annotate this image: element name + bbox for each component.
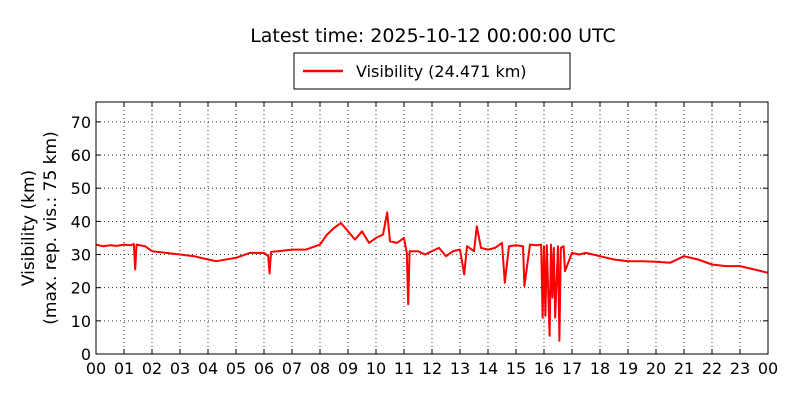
x-tick-label: 20	[646, 359, 666, 378]
x-tick-label: 14	[478, 359, 498, 378]
legend-label: Visibility (24.471 km)	[356, 62, 527, 81]
x-tick-label: 23	[730, 359, 750, 378]
x-tick-label: 00	[86, 359, 106, 378]
legend: Visibility (24.471 km)	[293, 52, 571, 90]
chart-title: Latest time: 2025-10-12 00:00:00 UTC	[250, 25, 616, 47]
plot-frame	[95, 101, 769, 355]
x-tick-label: 06	[254, 359, 274, 378]
x-tick-label: 02	[142, 359, 162, 378]
x-tick-label: 13	[450, 359, 470, 378]
y-axis-label-line2: (max. rep. vis.: 75 km)	[41, 131, 61, 324]
y-tick-label: 70	[71, 113, 91, 132]
x-tick-label: 00	[758, 359, 778, 378]
y-tick-label: 50	[71, 179, 91, 198]
x-tick-label: 16	[534, 359, 554, 378]
y-tick-labels: 0 10 20 30 40 50 60 70	[71, 113, 91, 364]
series-line-visibility	[95, 211, 769, 342]
axis-ticks	[95, 102, 769, 355]
y-tick-label: 60	[71, 146, 91, 165]
y-tick-label: 30	[71, 246, 91, 265]
x-tick-label: 08	[310, 359, 330, 378]
y-tick-label: 40	[71, 212, 91, 231]
x-tick-label: 15	[506, 359, 526, 378]
y-tick-label: 0	[81, 345, 91, 364]
x-tick-label: 07	[282, 359, 302, 378]
x-tick-label: 19	[618, 359, 638, 378]
y-tick-label: 20	[71, 279, 91, 298]
x-tick-label: 21	[674, 359, 694, 378]
x-tick-label: 18	[590, 359, 610, 378]
x-tick-label: 05	[226, 359, 246, 378]
x-tick-label: 22	[702, 359, 722, 378]
y-tick-label: 10	[71, 312, 91, 331]
x-tick-label: 12	[422, 359, 442, 378]
x-tick-label: 09	[338, 359, 358, 378]
x-tick-labels: 00 01 02 03 04 05 06 07 08 09 10 11 12 13 14 15 16 17 18 19…	[86, 359, 778, 378]
x-tick-label: 01	[114, 359, 134, 378]
x-tick-label: 11	[394, 359, 414, 378]
x-tick-label: 04	[198, 359, 218, 378]
x-tick-label: 03	[170, 359, 190, 378]
grid-lines	[96, 102, 768, 354]
y-axis-label-line1: Visibility (km)	[19, 170, 39, 286]
x-tick-label: 17	[562, 359, 582, 378]
x-tick-label: 10	[366, 359, 386, 378]
